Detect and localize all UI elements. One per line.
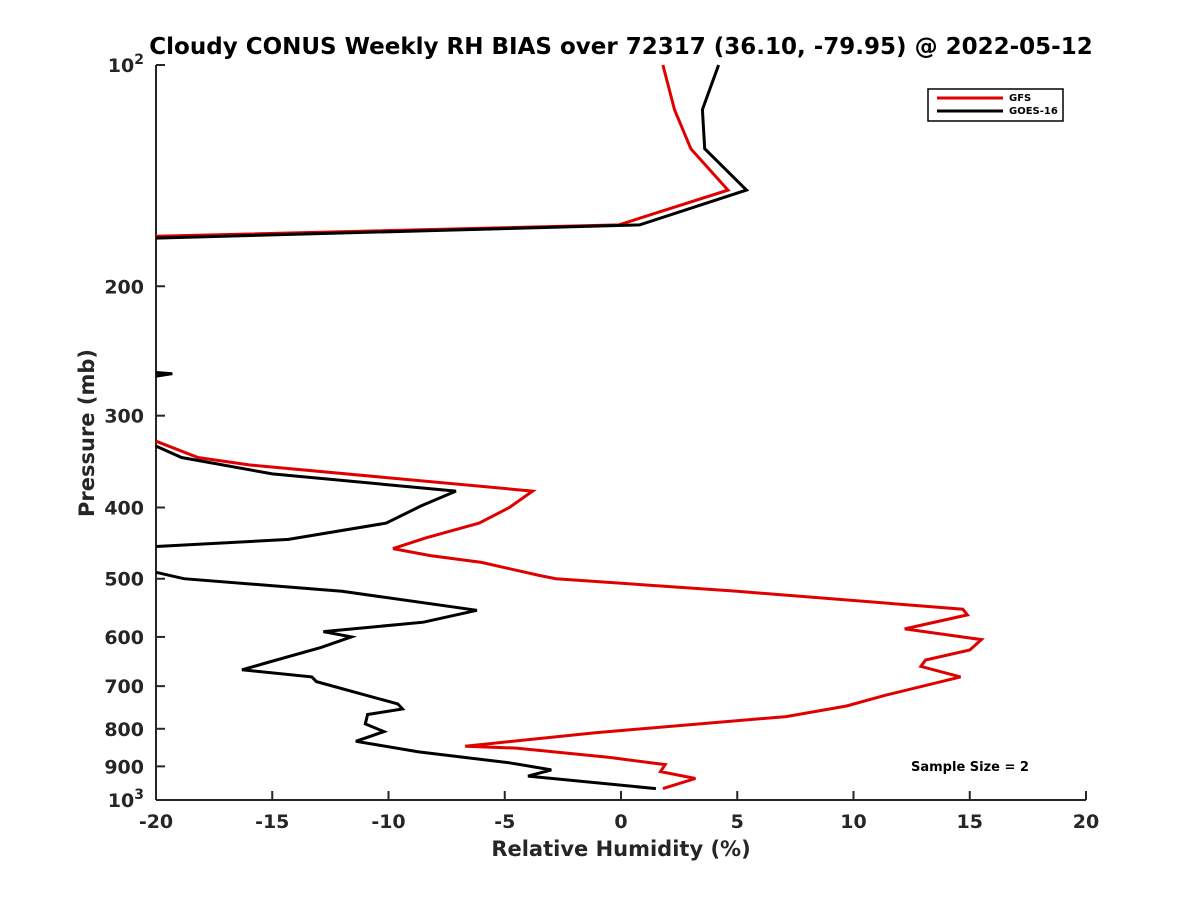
- sample-size-annotation: Sample Size = 2: [911, 760, 1029, 775]
- y-tick-label: 400: [104, 498, 144, 520]
- x-axis-label: Relative Humidity (%): [491, 837, 750, 861]
- chart-title: Cloudy CONUS Weekly RH BIAS over 72317 (…: [149, 34, 1092, 60]
- x-tick-label: 15: [957, 811, 983, 833]
- y-tick-label: 200: [104, 276, 144, 298]
- series-line-goes16: [155, 64, 750, 791]
- y-tick-label: 600: [104, 627, 144, 649]
- legend-box: [927, 88, 1064, 122]
- plot-area: -20 -15 -10 -5 0 5 10 15 20 102 200 300 400 500 600 700…: [104, 52, 1099, 833]
- x-tick-label: -10: [371, 811, 405, 833]
- y-tick-label: 300: [104, 406, 144, 428]
- legend: GFS GOES-16: [927, 88, 1064, 122]
- legend-label-goes16: GOES-16: [1009, 106, 1058, 117]
- y-tick-label: 700: [104, 676, 144, 698]
- x-tick-label: 0: [614, 811, 627, 833]
- x-tick-label: -15: [255, 811, 289, 833]
- x-tick-label: 10: [840, 811, 866, 833]
- legend-label-gfs: GFS: [1009, 93, 1031, 104]
- y-tick-label: 800: [104, 719, 144, 741]
- y-axis-label: Pressure (mb): [75, 349, 99, 517]
- x-tick-label: -5: [494, 811, 515, 833]
- y-tick-label: 103: [108, 787, 144, 812]
- y-tick-label: 500: [104, 569, 144, 591]
- y-tick-label: 102: [108, 52, 144, 77]
- y-tick-label: 900: [104, 756, 144, 778]
- x-tick-label: -20: [139, 811, 173, 833]
- x-tick-label: 5: [731, 811, 744, 833]
- x-tick-label: 20: [1073, 811, 1099, 833]
